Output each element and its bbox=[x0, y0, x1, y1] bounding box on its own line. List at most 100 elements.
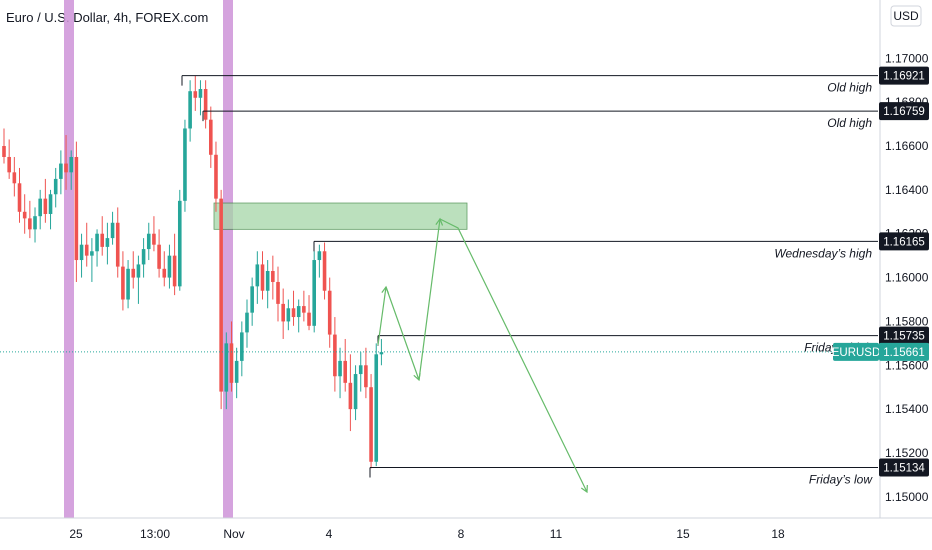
x-tick-label: 18 bbox=[771, 527, 785, 541]
candle-body bbox=[374, 354, 379, 462]
candle-body bbox=[152, 233, 156, 245]
candle-body bbox=[43, 198, 48, 214]
candle bbox=[100, 216, 105, 256]
session-band-1 bbox=[64, 0, 74, 518]
candle-body bbox=[224, 343, 229, 392]
projection-path bbox=[377, 218, 588, 493]
candle bbox=[327, 277, 332, 348]
x-tick-label: 11 bbox=[550, 527, 563, 541]
candle bbox=[74, 141, 79, 282]
candle bbox=[84, 222, 89, 267]
candle-body bbox=[296, 306, 301, 318]
candle-body bbox=[193, 91, 198, 98]
candle bbox=[255, 251, 260, 304]
level-2: Old high bbox=[202, 110, 878, 130]
candle bbox=[338, 347, 342, 399]
candle-body bbox=[255, 264, 260, 287]
candle bbox=[7, 139, 11, 179]
candle-body bbox=[369, 387, 373, 462]
candle-body bbox=[250, 286, 254, 313]
candle bbox=[157, 229, 161, 278]
candle bbox=[333, 317, 337, 392]
level-price-tag-text: 1.15134 bbox=[883, 462, 925, 474]
candle-body bbox=[240, 332, 244, 361]
arrow-head-4 bbox=[580, 484, 588, 494]
candle-body bbox=[167, 255, 172, 278]
candle bbox=[17, 167, 22, 223]
candle-body bbox=[115, 222, 120, 267]
candle bbox=[353, 365, 358, 421]
candle-body bbox=[302, 306, 306, 313]
candle bbox=[152, 216, 156, 252]
candle-body bbox=[209, 119, 213, 155]
candle-body bbox=[110, 222, 115, 239]
candle-body bbox=[219, 198, 223, 392]
candle bbox=[90, 238, 94, 282]
candle bbox=[229, 321, 234, 392]
level-label: Old high bbox=[827, 116, 872, 130]
candle bbox=[358, 352, 363, 392]
candle-body bbox=[177, 200, 182, 287]
candle-body bbox=[322, 251, 327, 291]
candle-body bbox=[265, 271, 270, 291]
candle bbox=[374, 343, 379, 467]
candle-body bbox=[327, 290, 332, 335]
y-tick-label: 1.15400 bbox=[885, 402, 929, 416]
candle-body bbox=[343, 360, 348, 383]
level-price-tag-text: 1.16921 bbox=[883, 71, 925, 83]
candle bbox=[64, 135, 68, 190]
candle-body bbox=[38, 198, 42, 217]
candle bbox=[234, 347, 239, 399]
level-label: Wednesday’s high bbox=[774, 246, 872, 260]
candle bbox=[172, 233, 177, 296]
candle-body bbox=[28, 218, 32, 230]
arrow-head-3 bbox=[435, 217, 444, 226]
arrow-head-1 bbox=[381, 285, 390, 294]
candle bbox=[322, 242, 327, 300]
candle bbox=[209, 106, 213, 168]
level-price-tag bbox=[879, 232, 929, 251]
y-tick-label: 1.16000 bbox=[885, 271, 929, 285]
candle bbox=[48, 189, 53, 230]
x-tick-label: 8 bbox=[458, 527, 465, 541]
candle bbox=[177, 189, 182, 291]
candle bbox=[276, 266, 280, 322]
candle bbox=[38, 189, 42, 230]
level-5: Friday’s low bbox=[369, 466, 878, 486]
price-axis[interactable]: USD1.170001.168001.166001.164001.162001.… bbox=[832, 0, 929, 518]
candle-body bbox=[291, 308, 296, 318]
level-price-tag bbox=[879, 102, 929, 121]
candle bbox=[2, 128, 6, 164]
candle-body bbox=[183, 128, 187, 201]
y-tick-label: 1.16600 bbox=[885, 139, 929, 153]
candle-body bbox=[79, 244, 84, 261]
candle bbox=[110, 211, 115, 245]
candle bbox=[136, 255, 141, 304]
x-tick-label: 4 bbox=[326, 527, 333, 541]
candle-body bbox=[131, 268, 136, 278]
candle bbox=[28, 200, 32, 239]
candle-body bbox=[188, 91, 192, 129]
supply-zone bbox=[213, 202, 468, 230]
candle-body bbox=[338, 360, 342, 377]
candle bbox=[95, 229, 99, 267]
candle bbox=[214, 141, 218, 212]
arrow-head-2 bbox=[413, 372, 421, 382]
candle bbox=[265, 260, 270, 309]
candle-body bbox=[214, 154, 218, 199]
chart-title: Euro / U.S. Dollar, 4h, FOREX.com bbox=[6, 10, 209, 25]
candle bbox=[33, 207, 37, 243]
candle-body bbox=[157, 244, 161, 269]
candle-body bbox=[105, 238, 110, 247]
candle bbox=[198, 80, 203, 116]
candle bbox=[115, 207, 120, 278]
candle-body bbox=[59, 163, 63, 179]
level-1: Old high bbox=[181, 75, 878, 95]
candle-body bbox=[90, 251, 94, 256]
candle bbox=[59, 150, 63, 195]
level-price-tag-text: 1.16165 bbox=[883, 236, 925, 248]
y-tick-label: 1.15800 bbox=[885, 314, 929, 328]
time-axis[interactable]: 25 13:00 Nov 4 8 11 15 18 bbox=[0, 517, 932, 541]
symbol-tag-text: EURUSD bbox=[832, 347, 881, 359]
